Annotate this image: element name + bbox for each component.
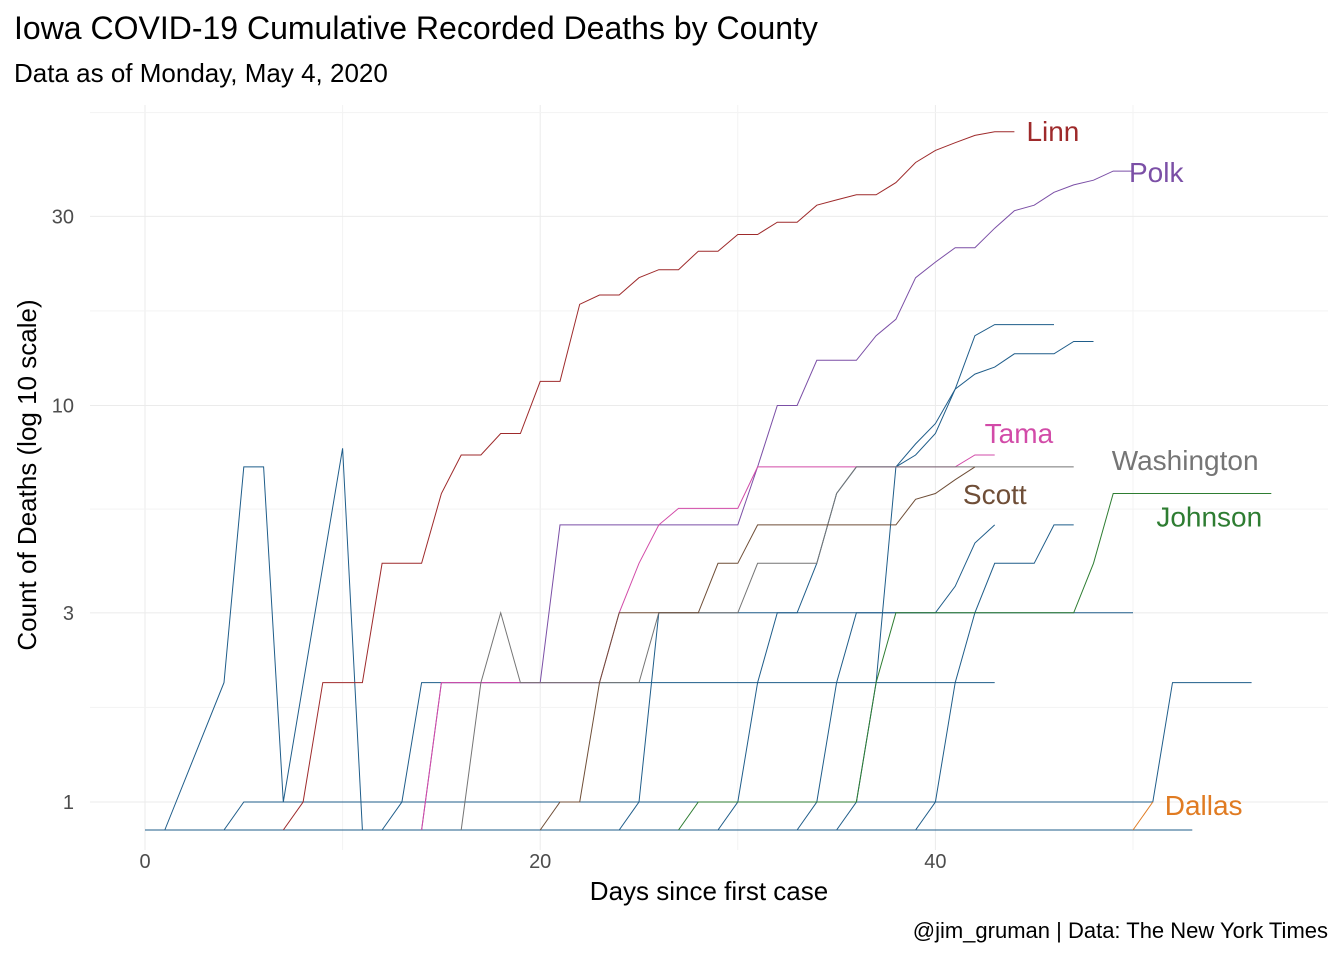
series-line-tama [421, 454, 995, 831]
series-label-washington: Washington [1112, 445, 1259, 476]
series-line-county [915, 524, 1074, 831]
y-tick-label: 10 [52, 396, 74, 418]
series-label-johnson: Johnson [1156, 501, 1262, 532]
y-axis-title: Count of Deaths (log 10 scale) [12, 299, 42, 650]
series-label-polk: Polk [1129, 157, 1184, 188]
series-label-scott: Scott [963, 479, 1027, 510]
series-line-county [381, 682, 995, 831]
x-axis-title: Days since first case [590, 876, 828, 906]
series-line-county [164, 448, 363, 831]
series-line-county [836, 324, 1054, 831]
x-tick-label: 20 [529, 851, 551, 873]
series-line-johnson [678, 493, 1272, 831]
chart-subtitle: Data as of Monday, May 4, 2020 [14, 58, 388, 88]
series-line-polk [421, 170, 1133, 831]
x-tick-label: 40 [924, 851, 946, 873]
series-line-county [796, 524, 996, 831]
y-tick-label: 3 [63, 603, 74, 625]
series-line-dallas [1132, 801, 1154, 831]
chart-caption: @jim_gruman | Data: The New York Times [912, 918, 1328, 943]
tick-labels: 0 20 40 1 3 10 30 [52, 206, 947, 873]
series-label-dallas: Dallas [1165, 790, 1243, 821]
series-line-county [618, 612, 1133, 831]
series-label-tama: Tama [985, 418, 1054, 449]
y-tick-label: 30 [52, 206, 74, 228]
grid [90, 105, 1328, 850]
series-line-scott [539, 466, 976, 831]
series-lines [145, 131, 1272, 831]
y-tick-label: 1 [63, 792, 74, 814]
x-tick-label: 0 [139, 851, 150, 873]
chart-title: Iowa COVID-19 Cumulative Recorded Deaths… [14, 10, 818, 46]
series-line-county [717, 341, 1094, 831]
series-labels: Linn Polk Tama Washington Scott Johnson Dallas [963, 116, 1262, 821]
series-label-linn: Linn [1026, 116, 1079, 147]
series-line-linn [282, 131, 1015, 831]
